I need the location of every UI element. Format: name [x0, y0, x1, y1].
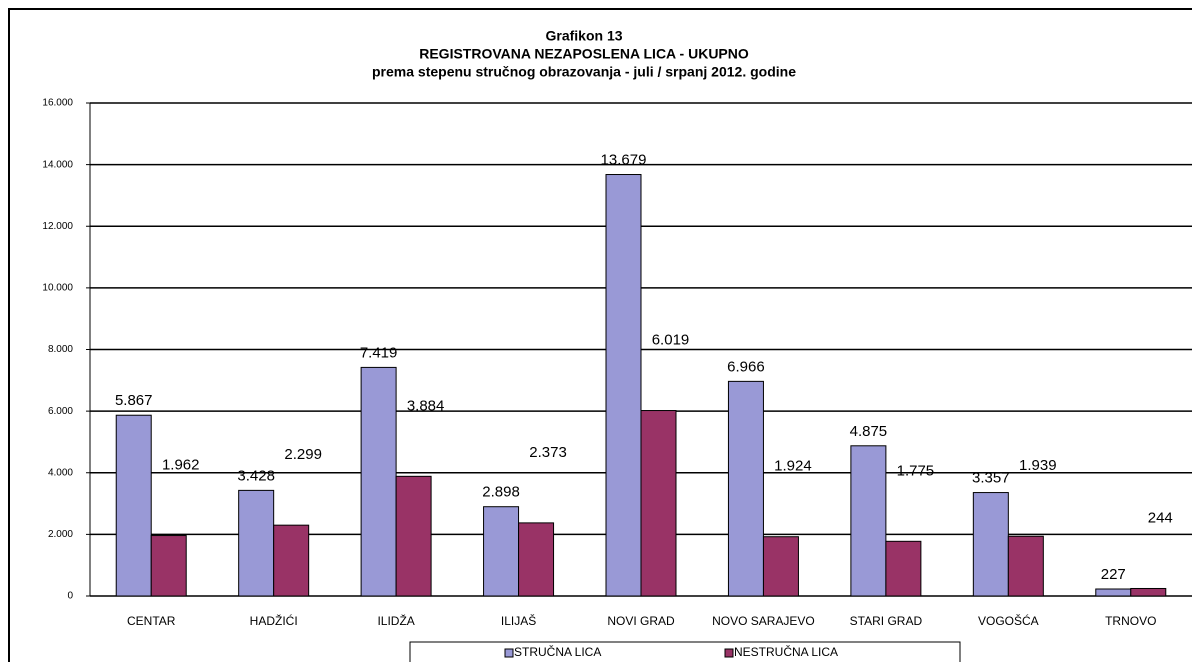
legend-swatch: [724, 648, 734, 658]
value-label: 2.373: [529, 444, 567, 461]
chart-subtitle: prema stepenu stručnog obrazovanja - jul…: [372, 64, 796, 80]
value-label: 227: [1101, 566, 1126, 583]
value-label: 1.775: [897, 462, 935, 479]
legend-label: STRUČNA LICA: [514, 644, 601, 659]
value-label: 7.419: [360, 344, 398, 361]
x-tick-label: HADŽIĆI: [250, 613, 298, 628]
x-tick-label: ILIJAŠ: [501, 613, 536, 628]
bar: [115, 414, 152, 597]
bar: [395, 475, 432, 597]
bar: [605, 174, 642, 597]
x-tick-label: TRNOVO: [1105, 614, 1156, 628]
y-tick-label: 8.000: [48, 344, 73, 355]
y-tick-label: 16.000: [42, 98, 73, 109]
bar: [762, 536, 799, 597]
chart-title: Grafikon 13: [545, 28, 622, 44]
bar: [238, 489, 275, 597]
x-tick-label: VOGOŠĆA: [978, 613, 1039, 628]
bar: [1130, 587, 1167, 597]
y-tick-label: 4.000: [48, 467, 73, 478]
bar: [885, 540, 922, 597]
value-label: 2.898: [482, 484, 520, 501]
value-label: 244: [1148, 509, 1173, 526]
value-label: 13.679: [601, 151, 647, 168]
value-label: 6.019: [652, 332, 690, 349]
bar: [518, 522, 555, 597]
value-label: 2.299: [284, 446, 322, 463]
bar: [150, 535, 187, 597]
bar: [850, 445, 887, 597]
bar: [1095, 588, 1132, 597]
bar: [972, 492, 1009, 597]
bar: [360, 366, 397, 597]
legend-box: [409, 641, 961, 662]
value-label: 1.962: [162, 457, 200, 474]
y-tick-label: 2.000: [48, 529, 73, 540]
x-tick-label: NOVI GRAD: [607, 614, 675, 628]
value-label: 5.867: [115, 392, 153, 409]
x-tick-label: NOVO SARAJEVO: [712, 614, 815, 628]
y-tick-label: 6.000: [48, 406, 73, 417]
value-label: 3.357: [972, 470, 1010, 487]
value-label: 6.966: [727, 358, 765, 375]
y-tick-label: 10.000: [42, 283, 73, 294]
value-label: 1.939: [1019, 457, 1057, 474]
y-tick-label: 12.000: [42, 221, 73, 232]
x-tick-label: STARI GRAD: [850, 614, 923, 628]
bar: [727, 380, 764, 597]
y-tick-label: 14.000: [42, 159, 73, 170]
value-label: 3.428: [237, 467, 275, 484]
bar: [1007, 535, 1044, 597]
bar: [483, 506, 520, 597]
value-label: 1.924: [774, 458, 812, 475]
y-tick-label: 0: [67, 591, 73, 602]
x-tick-label: ILIDŽA: [377, 613, 414, 628]
value-label: 4.875: [850, 423, 888, 440]
x-tick-label: CENTAR: [127, 614, 176, 628]
legend-swatch: [504, 648, 514, 658]
bar: [273, 524, 310, 597]
chart-title: REGISTROVANA NEZAPOSLENA LICA - UKUPNO: [419, 46, 749, 62]
legend-label: NESTRUČNA LICA: [734, 644, 838, 659]
value-label: 3.884: [407, 397, 445, 414]
bar: [640, 410, 677, 597]
